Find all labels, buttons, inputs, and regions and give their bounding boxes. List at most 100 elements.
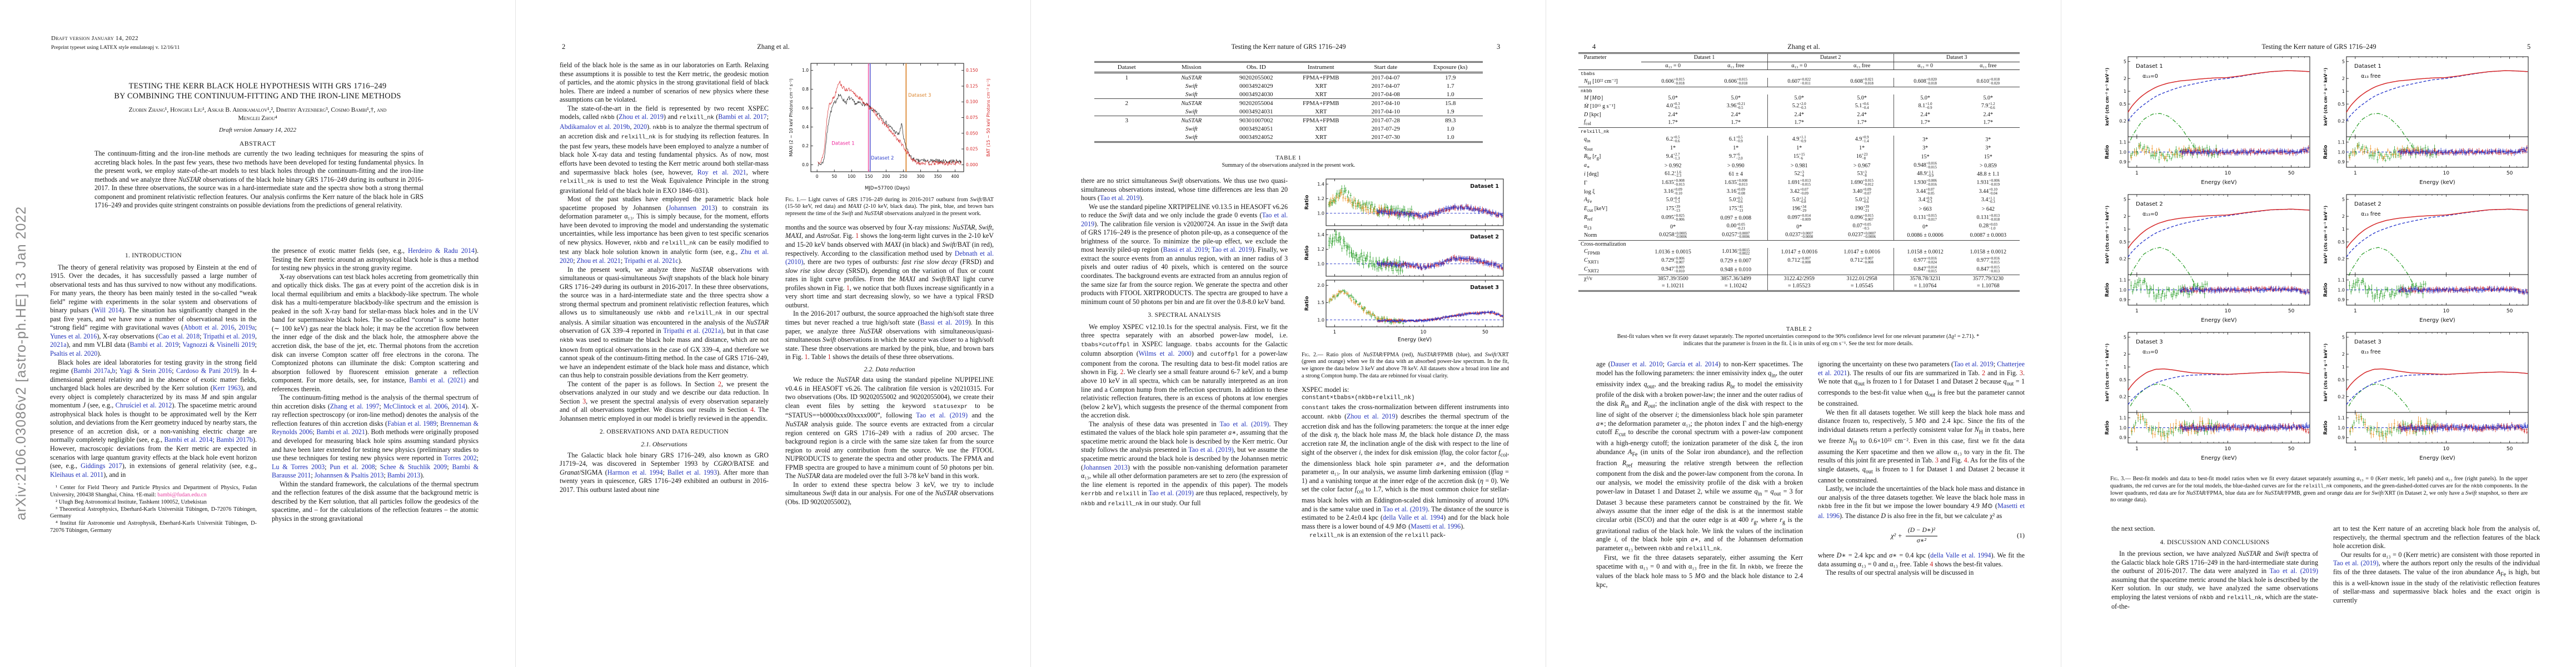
svg-text:200: 200 xyxy=(882,174,890,179)
paragraph: constant takes the cross-normalization b… xyxy=(1302,402,1509,530)
svg-text:10: 10 xyxy=(2443,171,2450,176)
table-row: 2 NuSTAR 90202055004 FPMA+FPMB 2017-04-10 15.… xyxy=(1094,99,1483,108)
table-cell: 0* xyxy=(1670,223,1676,230)
svg-text:1: 1 xyxy=(2135,171,2139,176)
svg-text:0.6: 0.6 xyxy=(802,106,809,111)
svg-text:2: 2 xyxy=(2124,214,2126,219)
table-row: Norm 0.0258 +0.0005 −0.0006 0.0257 +0.0007 −0.… xyxy=(1578,231,2020,241)
table-cell: 2.4* xyxy=(1767,111,1831,119)
table-cell: 3122.42/2959 xyxy=(1767,275,1831,282)
paragraph: The Galactic black hole binary GRS 1716–… xyxy=(560,451,769,494)
paragraph: The continuum-fitting method is the anal… xyxy=(272,394,479,480)
table-cell xyxy=(1094,82,1159,90)
svg-text:0.125: 0.125 xyxy=(966,83,978,88)
svg-text:keV² (cts cm⁻² s⁻¹ keV⁻¹): keV² (cts cm⁻² s⁻¹ keV⁻¹) xyxy=(2323,68,2328,126)
paragraph: months and the source was observed by fo… xyxy=(785,223,994,309)
table-cell: 1.7* xyxy=(1767,118,1831,128)
table-cell: 0.607 +0.022 −0.011 xyxy=(1767,77,1831,87)
table-cell: 5.0* xyxy=(1857,95,1867,102)
svg-text:α₁₃=0: α₁₃=0 xyxy=(2142,73,2158,79)
table-cell: 5.0 +0.5 −0.6 xyxy=(1728,196,1743,205)
svg-text:10: 10 xyxy=(2225,308,2231,314)
fig3-cell-dataset3-kerr: 5 2 1 0.5 0.2 Dataset 3 α₁₃=0 keV² (cts cm⁻² s⁻… xyxy=(2105,332,2310,461)
table-row: χ²/ν 3857.39/3500 3857.36/3499 3122.42/2959… xyxy=(1578,275,2020,282)
paragraph: age (Dauser et al. 2010; García et al. 2… xyxy=(1596,360,1803,552)
table-cell: 2017-04-08 xyxy=(1353,90,1418,99)
table-cell: 3.4 +0.9 −0.3 xyxy=(1893,196,1957,206)
table-cell: Swift xyxy=(1159,107,1224,116)
table-cell: 6.2 +0.5 −0.6 xyxy=(1666,135,1680,143)
paragraph: In order to extend these spectra below 3… xyxy=(785,480,994,506)
fig3-cell-dataset2-free: 5 2 1 0.5 0.2 Dataset 2 α₁₃ free keV² (cts cm⁻²… xyxy=(2323,194,2529,323)
table-row: CXRT1 0.729 +0.006 −0.007 0.729 ± 0.007 0.712… xyxy=(1578,257,2020,266)
svg-text:50: 50 xyxy=(2507,308,2513,314)
paper-title: TESTING THE KERR BLACK HOLE HYPOTHESIS W… xyxy=(39,81,476,101)
table-row: Swift 00034924029 XRT 2017-04-07 1.7 xyxy=(1094,82,1483,90)
table-cell xyxy=(1830,265,1894,275)
svg-text:Ratio: Ratio xyxy=(1304,296,1310,311)
svg-text:1.0: 1.0 xyxy=(2338,150,2345,155)
svg-text:0.2: 0.2 xyxy=(2338,118,2345,123)
svg-text:1: 1 xyxy=(2124,89,2126,94)
svg-text:1.0: 1.0 xyxy=(1317,317,1324,322)
table1-caption-title: TABLE 1 xyxy=(1275,155,1302,161)
table-cell: 00034924031 xyxy=(1224,107,1289,116)
observations-table: Dataset Mission Obs. ID Instrument Start dat… xyxy=(1094,61,1483,143)
section-1-heading: 1. INTRODUCTION xyxy=(125,252,182,259)
table-cell: 1.635 +0.008 −0.013 xyxy=(1661,179,1685,187)
svg-text:Dataset 1: Dataset 1 xyxy=(1470,183,1499,190)
svg-text:Dataset 2: Dataset 2 xyxy=(1470,234,1499,240)
section-2-1-heading: 2.1. Observations xyxy=(641,440,687,448)
svg-text:0.5: 0.5 xyxy=(2338,102,2345,107)
table-cell: 3122.01/2958 xyxy=(1846,275,1877,282)
section-2-heading: 2. OBSERVATIONS AND DATA REDUCTION xyxy=(600,429,729,436)
paragraph: In the present work, we analyze three Nu… xyxy=(560,265,769,380)
svg-text:0.075: 0.075 xyxy=(966,115,978,120)
table-cell: Swift xyxy=(1159,90,1224,99)
table-header: Dataset 1 xyxy=(1641,53,1768,62)
svg-text:Dataset 2: Dataset 2 xyxy=(2354,201,2381,207)
xspec-model-code: constant×tbabs×(nkbb+relxill_nk) xyxy=(1302,395,1415,402)
table-row: CXRT2 0.947 +0.009 −0.010 0.948 ± 0.010 0.847… xyxy=(1578,265,2020,275)
table-cell: 1* xyxy=(1859,145,1865,152)
svg-text:0.9: 0.9 xyxy=(2119,297,2126,302)
svg-text:MJD=57700 (Days): MJD=57700 (Days) xyxy=(865,186,910,191)
section-2-2-heading: 2.2. Data reduction xyxy=(864,365,915,373)
table-cell: 48.9 +1.1 −0.9 xyxy=(1893,170,1957,179)
table-cell: XRT xyxy=(1315,133,1327,141)
page1-right-column: the presence of exotic matter fields (se… xyxy=(272,247,479,645)
table-row: Γ 1.635 +0.008 −0.013 1.635 +0.008 −0.013 1.691… xyxy=(1578,178,2020,188)
table-cell: 1.690 +0.015 −0.012 xyxy=(1850,179,1874,187)
table-cell: 3.44 +0.10 −0.04 xyxy=(1979,188,1997,196)
page-number: 4 xyxy=(1592,43,1596,51)
section-3-heading: 3. SPECTRAL ANALYSIS xyxy=(1148,312,1221,319)
table-row: NH [10²² cm⁻²] 0.606 +0.015 −0.018 0.606 +0.0… xyxy=(1578,77,2020,87)
table-cell: 16 +23 −8 xyxy=(1856,153,1868,161)
table-section-row: relxill_nk xyxy=(1581,128,1610,135)
table-cell: 0.131 +0.013 −0.018 xyxy=(1976,214,2000,222)
table-cell: 3* xyxy=(1985,145,1991,152)
table-header: Mission xyxy=(1159,62,1224,73)
svg-text:1.4: 1.4 xyxy=(1317,232,1324,237)
table-cell: 00034924051 xyxy=(1239,125,1273,132)
paragraph: In the previous section, we have analyze… xyxy=(2111,550,2318,611)
table-header: Dataset 3 xyxy=(1893,53,2020,62)
table-cell: 0.712 +0.007 −0.008 xyxy=(1767,257,1831,266)
table-cell: 1.0136 ± 0.0015 xyxy=(1655,249,1691,256)
table-cell: 90301007002 xyxy=(1239,117,1273,124)
table-cell: 1.0 xyxy=(1446,133,1454,141)
footnote-2: ² Ulugh Beg Astronomical Institute, Tash… xyxy=(56,499,207,505)
table-cell: = 1.05545 xyxy=(1850,283,1874,289)
svg-text:1: 1 xyxy=(2342,89,2345,94)
table-cell: 9.7 +6 −2.0 xyxy=(1728,153,1743,161)
table-cell: 5.0 +0.4 −1.3 xyxy=(1666,196,1680,205)
svg-text:0: 0 xyxy=(816,174,819,179)
table-cell: 0.977 +0.016 −0.015 xyxy=(1976,257,2000,265)
table-cell: 0.0257 +0.0007 −0.0006 xyxy=(1704,231,1768,241)
table-cell: 3.42 +0.07 −0.09 xyxy=(1767,187,1831,197)
table-cell: 0.729 ± 0.007 xyxy=(1720,258,1752,265)
table-header: Start date xyxy=(1353,62,1418,73)
svg-text:1.1: 1.1 xyxy=(2119,278,2126,283)
table2-caption: Best-fit values when we fit every datase… xyxy=(1617,334,1980,347)
